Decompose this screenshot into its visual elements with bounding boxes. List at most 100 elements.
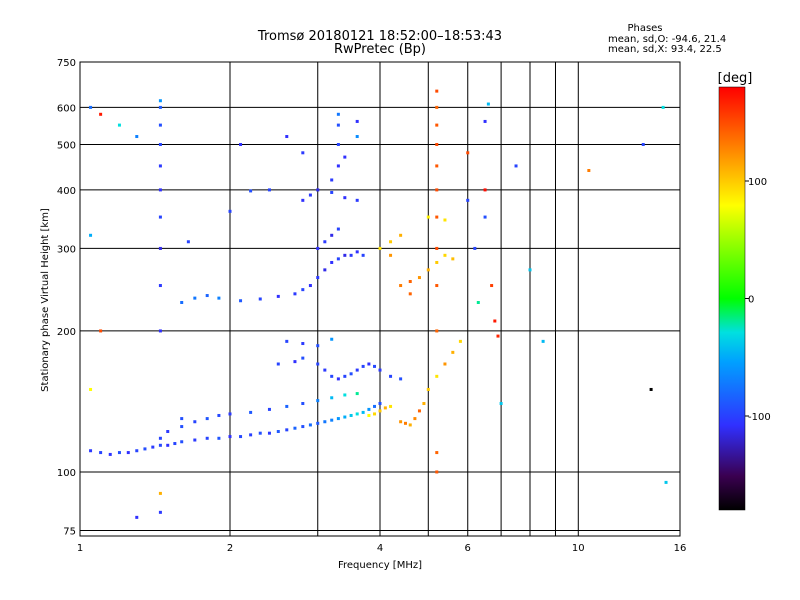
data-point — [355, 135, 359, 139]
data-point — [193, 296, 197, 300]
data-point — [355, 119, 359, 123]
data-point — [443, 218, 447, 222]
data-point — [496, 334, 500, 338]
data-point — [316, 344, 320, 348]
data-point — [217, 413, 221, 417]
data-point — [158, 215, 162, 219]
data-point — [661, 105, 665, 109]
data-point — [316, 276, 320, 280]
data-point — [228, 412, 232, 416]
data-point — [383, 406, 387, 410]
data-point — [435, 284, 439, 288]
colorbar-tick-label: -100 — [748, 412, 771, 423]
data-point — [541, 339, 545, 343]
data-point — [89, 387, 93, 391]
data-point — [301, 288, 305, 292]
data-point — [330, 233, 334, 237]
data-point — [239, 299, 243, 303]
data-point — [367, 413, 371, 417]
data-point — [239, 435, 243, 439]
colorbar-tick-label: 0 — [748, 295, 754, 306]
y-tick-label: 300 — [57, 244, 76, 255]
data-point — [267, 431, 271, 435]
data-point — [378, 409, 382, 413]
data-point — [285, 404, 289, 408]
data-point — [158, 142, 162, 146]
data-point — [486, 102, 490, 106]
data-point — [389, 374, 393, 378]
colorbar-tick-label: 100 — [748, 177, 767, 188]
x-tick-label: 1 — [77, 543, 83, 554]
data-point — [99, 112, 103, 116]
data-point — [458, 339, 462, 343]
data-point — [403, 421, 407, 425]
data-point — [166, 443, 170, 447]
data-point — [249, 189, 253, 193]
data-point — [308, 193, 312, 197]
data-point — [117, 123, 121, 127]
data-point — [426, 215, 430, 219]
data-point — [158, 188, 162, 192]
y-tick-label: 200 — [57, 327, 76, 338]
data-point — [301, 402, 305, 406]
data-point — [349, 413, 353, 417]
data-point — [435, 123, 439, 127]
data-point — [378, 368, 382, 372]
y-axis-label: Stationary phase Virtual Height [km] — [40, 208, 51, 392]
data-point — [158, 284, 162, 288]
stats-line-o: mean, sd,O: -94.6, 21.4 — [608, 34, 726, 45]
data-point — [367, 362, 371, 366]
data-point — [435, 451, 439, 455]
data-point — [186, 240, 190, 244]
data-point — [267, 188, 271, 192]
colorbar — [718, 86, 746, 511]
data-point — [135, 515, 139, 519]
data-point — [316, 362, 320, 366]
data-point — [435, 89, 439, 93]
data-point — [193, 420, 197, 424]
x-axis-label: Frequency [MHz] — [338, 560, 422, 571]
colorbar-ticks: 100 0 -100 — [745, 177, 771, 423]
data-point — [343, 415, 347, 419]
data-point — [408, 423, 412, 427]
data-point — [293, 360, 297, 364]
y-tick-label: 75 — [63, 527, 76, 538]
x-tick-label: 16 — [674, 543, 687, 554]
data-point — [285, 428, 289, 432]
data-point — [249, 410, 253, 414]
data-point — [361, 253, 365, 257]
data-point — [258, 431, 262, 435]
chart-title: Tromsø 20180121 18:52:00–18:53:43 — [257, 29, 502, 44]
data-point — [336, 417, 340, 421]
data-point — [323, 268, 327, 272]
data-point — [193, 438, 197, 442]
x-tick-label: 10 — [572, 543, 585, 554]
data-point — [258, 297, 262, 301]
data-point — [373, 404, 377, 408]
data-point — [373, 412, 377, 416]
data-point — [135, 135, 139, 139]
data-point — [528, 268, 532, 272]
data-point — [343, 393, 347, 397]
data-point — [355, 412, 359, 416]
data-point — [378, 402, 382, 406]
data-point — [205, 294, 209, 298]
data-point — [343, 155, 347, 159]
data-point — [466, 198, 470, 202]
data-point — [435, 188, 439, 192]
data-point — [158, 123, 162, 127]
data-point — [205, 417, 209, 421]
data-point — [301, 198, 305, 202]
grid-lines — [79, 61, 681, 536]
data-point — [349, 372, 353, 376]
data-point — [399, 284, 403, 288]
data-point — [426, 268, 430, 272]
data-point — [336, 257, 340, 261]
data-point — [330, 396, 334, 400]
y-tick-label: 400 — [57, 186, 76, 197]
data-point — [267, 407, 271, 411]
data-point — [228, 435, 232, 439]
data-point — [158, 510, 162, 514]
data-point — [389, 240, 393, 244]
data-point — [173, 442, 177, 446]
